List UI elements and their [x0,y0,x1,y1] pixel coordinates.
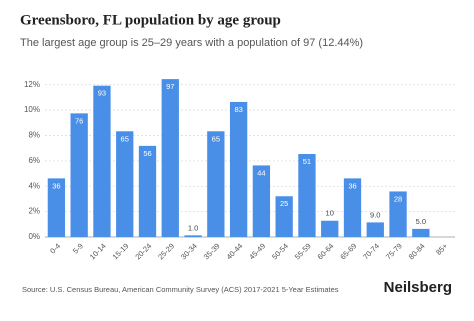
bar [93,85,111,237]
x-tick-label: 70-74 [361,241,381,261]
bar [229,101,248,237]
y-tick-label: 2% [28,207,40,216]
y-tick-label: 0% [28,232,40,241]
data-label: 56 [143,149,151,158]
data-label: 1.0 [188,223,198,232]
x-tick-label: 40-44 [224,241,244,261]
bar [366,222,384,237]
data-label: 36 [52,181,60,190]
y-tick-label: 12% [24,80,40,89]
data-label: 65 [212,134,220,143]
y-tick-label: 6% [28,156,40,165]
data-label: 51 [303,157,311,166]
bar [343,178,362,237]
data-label: 97 [166,82,174,91]
x-tick-label: 55-59 [293,241,313,261]
bar [252,165,271,237]
bar [47,178,66,237]
data-label: 25 [280,199,288,208]
y-tick-label: 8% [28,131,40,140]
data-label: 10 [326,209,334,218]
x-tick-label: 15-19 [111,241,131,261]
data-label: 36 [348,181,356,190]
x-tick-label: 75-79 [384,241,404,261]
source: Source: U.S. Census Bureau, American Com… [22,285,339,294]
x-tick-label: 20-24 [133,241,153,261]
x-tick-label: 10-14 [88,241,108,261]
x-tick-label: 45-49 [247,241,267,261]
x-tick-label: 60-64 [316,241,336,261]
chart-title: Greensboro, FL population by age group [20,12,281,28]
data-label: 83 [234,105,242,114]
bar [184,235,202,237]
data-label: 65 [121,134,129,143]
bar [70,113,88,237]
bar [275,196,293,237]
data-label: 5.0 [416,217,426,226]
y-tick-label: 4% [28,181,40,190]
bar [412,228,430,237]
bar [298,153,316,237]
bar [138,145,157,237]
x-tick-label: 25-29 [156,241,176,261]
bar [161,79,179,237]
bar [207,131,225,237]
data-label: 9.0 [370,210,380,219]
x-tick-label: 30-34 [179,241,199,261]
bar [116,131,134,237]
x-tick-label: 35-39 [202,241,222,261]
x-tick-label: 50-54 [270,241,290,261]
x-tick-label: 85+ [434,241,450,257]
x-tick-label: 80-84 [407,241,427,261]
chart-subtitle: The largest age group is 25–29 years wit… [20,37,363,49]
y-tick-label: 10% [24,105,40,114]
data-label: 44 [257,168,265,177]
bar [389,191,407,237]
x-tick-label: 65-69 [338,241,358,261]
bar [321,220,339,237]
data-label: 76 [75,116,83,125]
data-label: 93 [98,89,106,98]
x-tick-label: 0-4 [48,241,62,255]
x-tick-label: 5-9 [71,241,85,255]
brand: Neilsberg [384,279,452,296]
data-label: 28 [394,194,402,203]
